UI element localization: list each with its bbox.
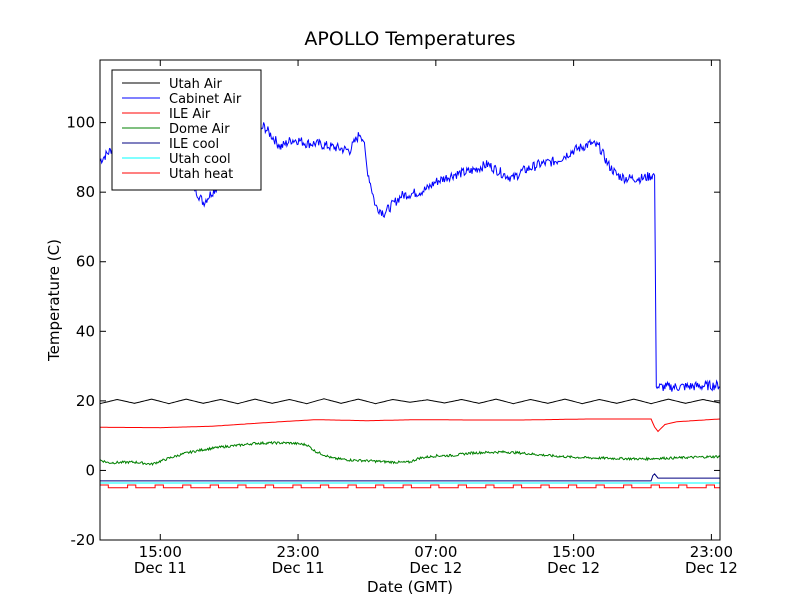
x-tick-label-date: Dec 12 xyxy=(409,559,462,577)
chart-title: APOLLO Temperatures xyxy=(304,28,515,50)
x-axis-label: Date (GMT) xyxy=(367,578,453,596)
x-tick-label-time: 15:00 xyxy=(552,543,595,561)
plot-frame xyxy=(99,59,721,541)
y-tick-label: 100 xyxy=(66,114,95,132)
x-tick-label-time: 07:00 xyxy=(414,543,457,561)
y-axis-label: Temperature (C) xyxy=(45,239,63,362)
x-tick-label-date: Dec 12 xyxy=(685,559,738,577)
x-tick-label-date: Dec 12 xyxy=(547,559,600,577)
x-tick-label-date: Dec 11 xyxy=(134,559,187,577)
legend-entry: Cabinet Air xyxy=(169,92,242,107)
x-tick-label-time: 15:00 xyxy=(139,543,182,561)
y-tick-label: 20 xyxy=(76,392,95,410)
series-line-utah-heat xyxy=(100,484,720,489)
legend-entry: Dome Air xyxy=(169,122,230,137)
y-tick-label: 60 xyxy=(76,253,95,271)
series-line-utah-air xyxy=(100,398,720,405)
x-tick-label-time: 23:00 xyxy=(276,543,319,561)
legend-frame xyxy=(111,69,262,191)
y-tick-label: 0 xyxy=(85,461,95,479)
series-line-cabinet-air xyxy=(100,118,720,392)
series-line-dome-air xyxy=(100,440,720,467)
legend-entry: Utah Air xyxy=(169,77,222,92)
x-tick-label-time: 23:00 xyxy=(690,543,733,561)
series-line-ile-air xyxy=(100,418,720,433)
legend-entry: ILE Air xyxy=(169,107,211,122)
y-tick-label: -20 xyxy=(71,531,96,549)
x-tick-label-date: Dec 11 xyxy=(272,559,325,577)
legend-entry: ILE cool xyxy=(169,137,219,152)
y-tick-label: 80 xyxy=(76,183,95,201)
y-tick-label: 40 xyxy=(76,322,95,340)
legend-entry: Utah heat xyxy=(169,167,233,182)
series-line-ile-cool xyxy=(100,473,720,482)
series-layer xyxy=(100,118,720,489)
legend-entry: Utah cool xyxy=(169,152,231,167)
